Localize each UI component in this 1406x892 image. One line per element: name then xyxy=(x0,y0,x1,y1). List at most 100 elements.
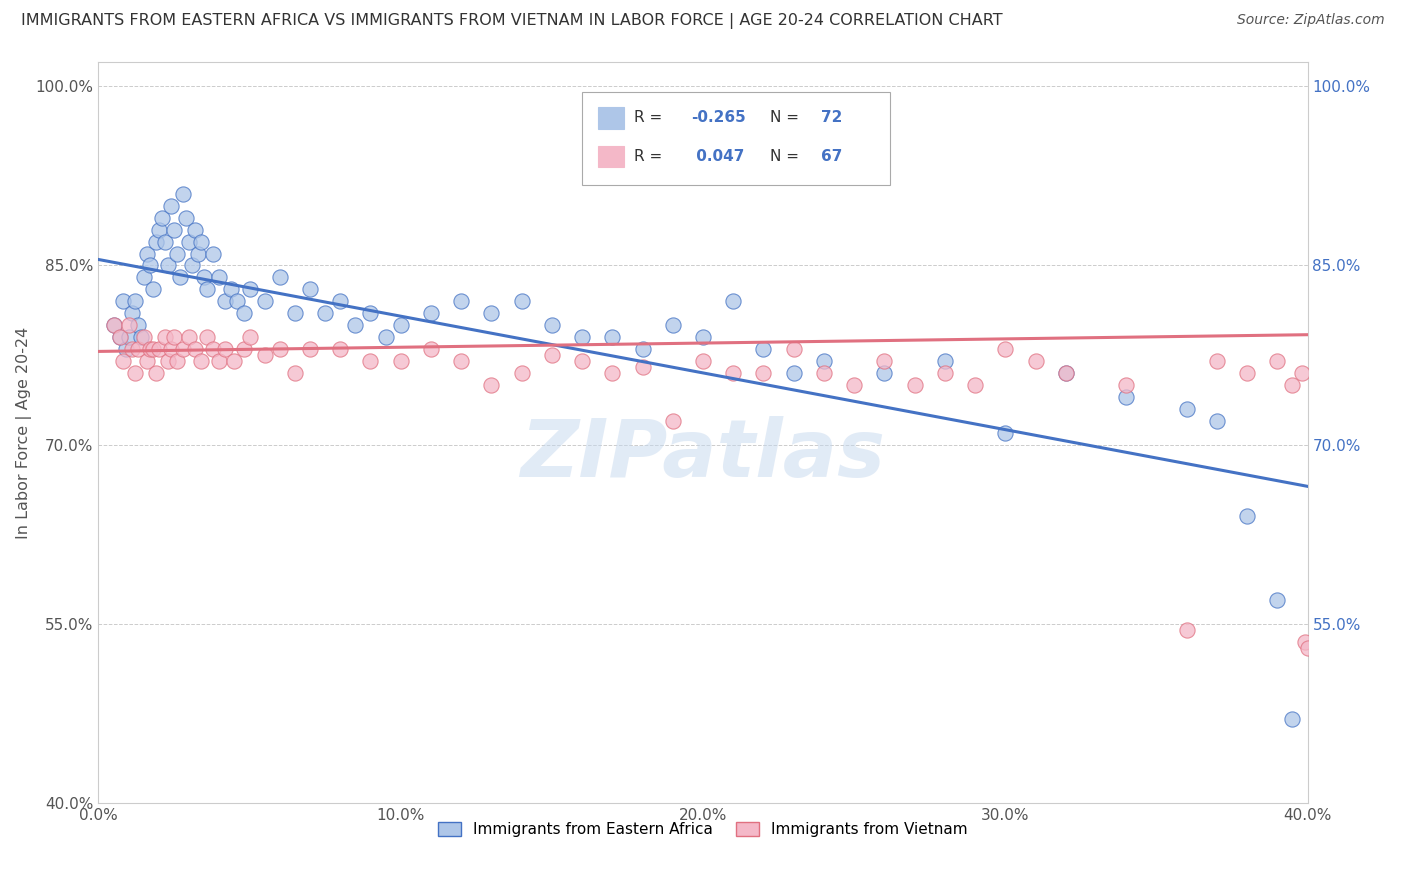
Point xyxy=(111,294,134,309)
Point xyxy=(1267,592,1289,607)
Point xyxy=(813,366,835,380)
Text: R =: R = xyxy=(634,111,662,126)
Point xyxy=(450,354,472,368)
Point xyxy=(873,354,896,368)
Point xyxy=(118,330,141,344)
Text: R =: R = xyxy=(634,149,662,164)
Point xyxy=(226,294,249,309)
Point xyxy=(752,366,775,380)
Point xyxy=(135,354,157,368)
Point xyxy=(172,342,194,356)
Point xyxy=(1236,366,1258,380)
Point xyxy=(661,414,683,428)
Point xyxy=(108,330,131,344)
Point xyxy=(208,270,231,285)
Point xyxy=(114,342,136,356)
Point xyxy=(179,330,201,344)
Point xyxy=(187,246,209,260)
Text: N =: N = xyxy=(769,111,799,126)
Point xyxy=(103,318,125,333)
Point xyxy=(450,294,472,309)
Point xyxy=(631,359,654,374)
Point xyxy=(127,342,149,356)
Point xyxy=(145,235,167,249)
Point xyxy=(195,282,218,296)
Point xyxy=(1206,414,1229,428)
Point xyxy=(571,330,593,344)
Text: 67: 67 xyxy=(821,149,842,164)
Point xyxy=(121,342,143,356)
Point xyxy=(1024,354,1046,368)
Point xyxy=(202,246,225,260)
Point xyxy=(1175,401,1198,416)
Point xyxy=(124,366,146,380)
Point xyxy=(904,377,927,392)
Point xyxy=(190,235,212,249)
Point xyxy=(239,282,262,296)
Point xyxy=(844,377,866,392)
Point xyxy=(692,330,714,344)
Point xyxy=(783,366,806,380)
Point xyxy=(129,330,152,344)
Point xyxy=(153,330,176,344)
Point xyxy=(150,211,173,225)
Point xyxy=(156,354,179,368)
Point xyxy=(163,330,186,344)
Point xyxy=(103,318,125,333)
Point xyxy=(783,342,806,356)
Point xyxy=(139,342,162,356)
Point xyxy=(1291,366,1313,380)
Point xyxy=(195,330,218,344)
Bar xyxy=(598,107,624,128)
Point xyxy=(1054,366,1077,380)
Point xyxy=(360,354,382,368)
Point xyxy=(127,318,149,333)
Point xyxy=(172,186,194,201)
Point xyxy=(284,306,307,320)
Point xyxy=(299,282,322,296)
Point xyxy=(239,330,262,344)
Point xyxy=(193,270,215,285)
Point xyxy=(181,259,204,273)
Point xyxy=(208,354,231,368)
Point xyxy=(169,270,191,285)
Text: N =: N = xyxy=(769,149,799,164)
Point xyxy=(166,246,188,260)
Y-axis label: In Labor Force | Age 20-24: In Labor Force | Age 20-24 xyxy=(17,326,32,539)
Point xyxy=(253,294,276,309)
Point xyxy=(934,366,956,380)
Point xyxy=(232,306,254,320)
Point xyxy=(631,342,654,356)
Point xyxy=(374,330,396,344)
Point xyxy=(148,222,170,236)
Point xyxy=(1296,640,1319,655)
Point xyxy=(148,342,170,356)
Point xyxy=(1281,712,1303,726)
Point xyxy=(1054,366,1077,380)
Point xyxy=(934,354,956,368)
Point xyxy=(232,342,254,356)
Bar xyxy=(598,145,624,168)
Text: 72: 72 xyxy=(821,111,842,126)
Point xyxy=(202,342,225,356)
Point xyxy=(571,354,593,368)
Point xyxy=(1294,634,1316,648)
Point xyxy=(184,342,207,356)
Point xyxy=(214,294,236,309)
Point xyxy=(284,366,307,380)
Point xyxy=(139,259,162,273)
Point xyxy=(1281,377,1303,392)
Point xyxy=(142,282,165,296)
Point xyxy=(221,282,243,296)
Point xyxy=(1115,390,1137,404)
Point xyxy=(602,366,624,380)
Point xyxy=(1267,354,1289,368)
Point xyxy=(121,306,143,320)
Point xyxy=(314,306,336,320)
Point xyxy=(118,318,141,333)
Text: 0.047: 0.047 xyxy=(690,149,744,164)
Point xyxy=(813,354,835,368)
Point xyxy=(360,306,382,320)
Point xyxy=(994,342,1017,356)
Point xyxy=(1236,509,1258,524)
